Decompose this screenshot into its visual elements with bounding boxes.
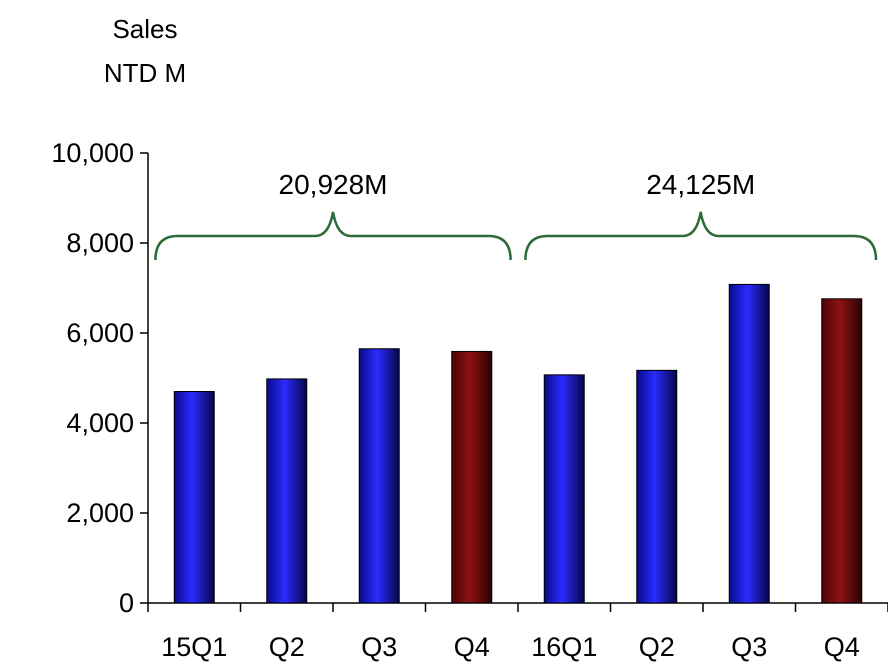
- y-tick-label: 2,000: [66, 498, 134, 528]
- y-tick-label: 0: [119, 588, 134, 618]
- x-tick-label: Q2: [639, 632, 675, 662]
- bar-1: [266, 378, 308, 604]
- y-tick-label: 6,000: [66, 318, 134, 348]
- annotation-label-0: 20,928M: [279, 169, 388, 200]
- y-axis-label-line-1: Sales: [112, 14, 177, 44]
- bar-2: [358, 348, 400, 604]
- annotations: 20,928M 24,125M: [154, 169, 878, 261]
- y-axis-label-line-2: NTD M: [104, 58, 186, 88]
- y-tick-label: 10,000: [51, 138, 134, 168]
- x-tick-label: Q2: [269, 632, 305, 662]
- x-tick-label: Q3: [361, 632, 397, 662]
- x-tick-label: 15Q1: [161, 632, 227, 662]
- bar-7: [821, 298, 863, 604]
- bar-6: [728, 283, 770, 604]
- x-tick-labels: 15Q1 Q2 Q3 Q4 16Q1 Q2 Q3 Q4: [161, 632, 860, 662]
- brace-0: [154, 211, 512, 261]
- bar-0: [173, 391, 215, 604]
- x-tick-label: 16Q1: [531, 632, 597, 662]
- annotation-label-1: 24,125M: [646, 169, 755, 200]
- y-tick-label: 4,000: [66, 408, 134, 438]
- x-tick-label: Q4: [824, 632, 860, 662]
- x-tick-label: Q4: [454, 632, 490, 662]
- y-tick-label: 8,000: [66, 228, 134, 258]
- brace-1: [524, 211, 878, 261]
- bar-5: [636, 369, 678, 604]
- y-ticks: 0 2,000 4,000 6,000 8,000 10,000: [51, 138, 148, 618]
- bars: [173, 283, 863, 604]
- x-tick-label: Q3: [731, 632, 767, 662]
- bar-3: [451, 350, 493, 604]
- bar-4: [543, 374, 585, 604]
- axes: [147, 153, 888, 612]
